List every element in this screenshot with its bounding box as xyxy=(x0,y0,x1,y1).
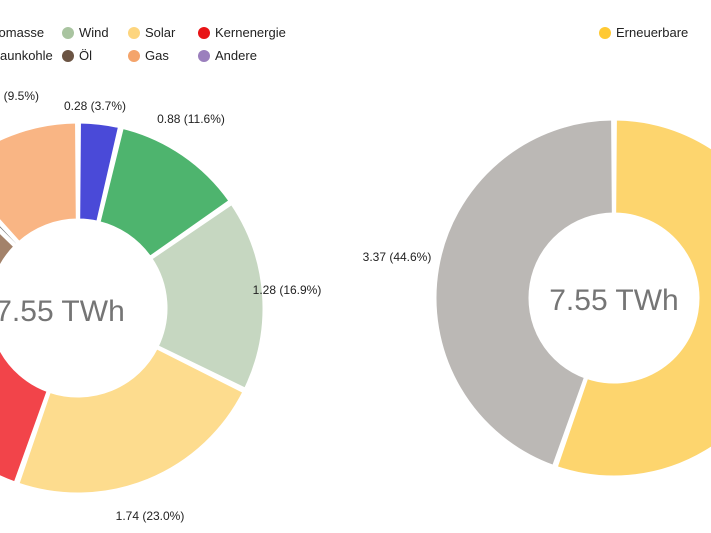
legend-swatch-icon xyxy=(128,49,140,62)
legend-item-wind[interactable]: Wind xyxy=(62,25,109,40)
slice-wind-offshore[interactable] xyxy=(97,125,232,259)
legend-label: Wind xyxy=(79,25,109,40)
legend-label: Solar xyxy=(145,25,176,40)
legend-label: Kernenergie xyxy=(215,25,286,40)
legend-label: Öl xyxy=(79,48,92,63)
data-label-braunkohle: 0.72 (9.5%) xyxy=(0,89,39,103)
center-total-label: 7.55 TWh xyxy=(549,284,679,317)
legend-label: Braunkohle xyxy=(0,48,53,63)
legend-item-braunkohle[interactable]: Braunkohle xyxy=(0,48,53,63)
legend-item-oel[interactable]: Öl xyxy=(62,48,92,63)
legend-swatch-icon xyxy=(198,49,210,62)
legend-swatch-icon xyxy=(198,26,210,39)
slice-erneuerbare[interactable] xyxy=(554,117,711,479)
data-label-solar: 1.74 (23.0%) xyxy=(116,509,185,523)
legend-label: Erneuerbare xyxy=(616,25,689,40)
data-label-wind-offshore: 0.88 (11.6%) xyxy=(157,112,225,126)
legend-swatch-icon xyxy=(62,26,74,39)
legend-label: Gas xyxy=(145,48,169,63)
slice-kernenergie[interactable] xyxy=(0,346,50,485)
center-total-label: 7.55 TWh xyxy=(0,295,125,328)
legend-swatch-icon xyxy=(128,26,140,39)
legend-item-gas[interactable]: Gas xyxy=(128,48,169,63)
legend-swatch-icon xyxy=(62,49,74,62)
slice-gas[interactable] xyxy=(0,120,79,245)
data-label-wind-onshore: 1.28 (16.9%) xyxy=(253,283,322,297)
slice-wind-onshore[interactable] xyxy=(149,201,266,391)
donut-chart-2: 7.55 TWh 3.37 (44.6%) xyxy=(363,117,711,479)
legend-item-solar[interactable]: Solar xyxy=(128,25,175,40)
donut-chart-1: 7.55 TWh 0.28 (3.7%) 0.88 (11.6%) 1.28 (16.… xyxy=(0,89,321,523)
legend-item-erneuerbare[interactable]: Erneuerbare xyxy=(599,25,688,40)
data-label-nicht-erneuerbar: 3.37 (44.6%) xyxy=(363,250,432,264)
legend-item-kernenergie[interactable]: Kernenergie xyxy=(198,25,286,40)
legend-item-andere[interactable]: Andere xyxy=(198,48,257,63)
slice-braunkohle[interactable] xyxy=(0,178,17,291)
legend-label: Andere xyxy=(215,48,257,63)
data-label-andere: 0.28 (3.7%) xyxy=(64,99,126,113)
slice-nicht-erneuerbar[interactable] xyxy=(433,117,615,468)
legend-swatch-icon xyxy=(599,26,611,39)
slice-solar[interactable] xyxy=(16,346,246,496)
legend-item-biomasse[interactable]: Biomasse xyxy=(0,25,44,40)
legend-label: Biomasse xyxy=(0,25,45,40)
